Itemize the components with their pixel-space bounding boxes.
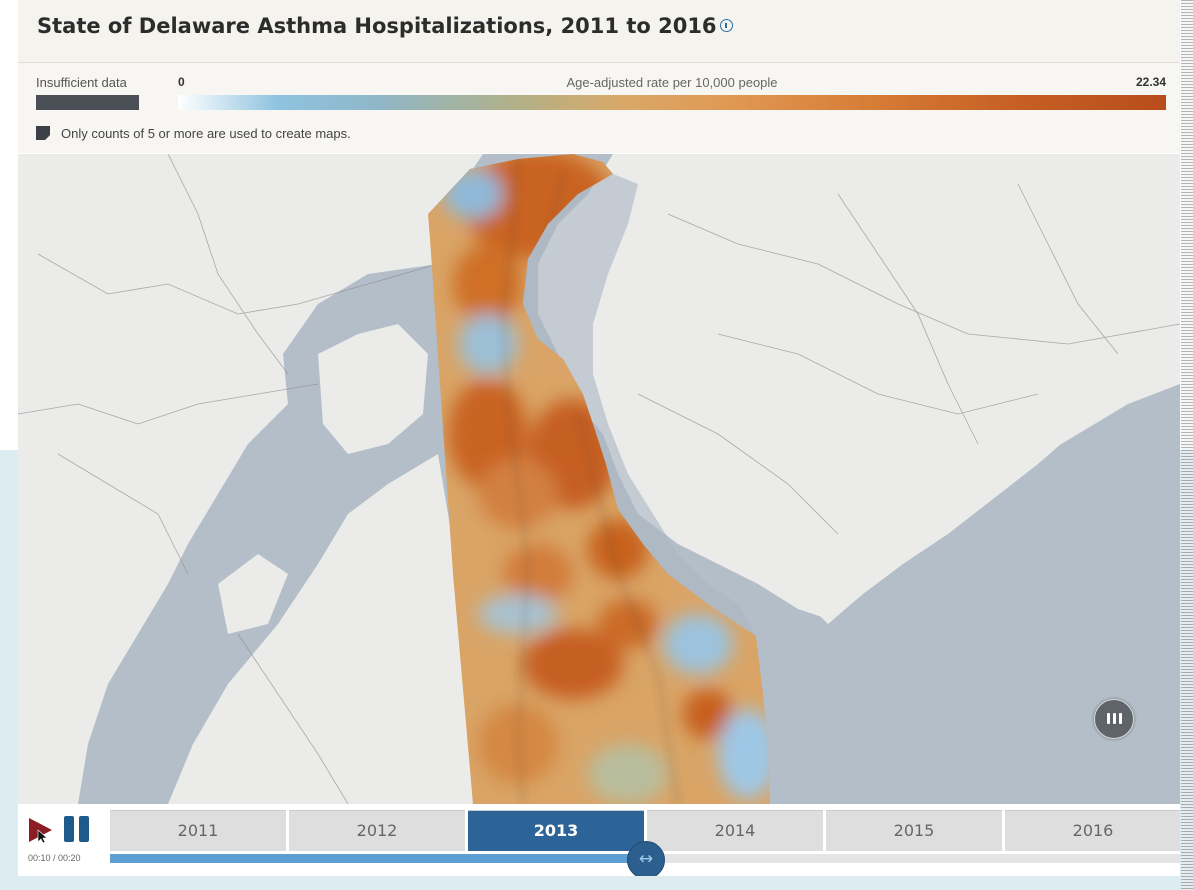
progress-fill [110,854,645,863]
pause-icon [64,816,74,842]
pause-icon [1119,713,1122,724]
timeline-controls: 00:10 / 00:20 2011 2012 2013 2014 2015 2… [18,804,1180,876]
scale-title: Age-adjusted rate per 10,000 people [566,75,778,90]
note-icon [36,126,50,140]
page-title: State of Delaware Asthma Hospitalization… [37,14,733,38]
pause-button[interactable] [64,816,90,842]
header: State of Delaware Asthma Hospitalization… [18,0,1180,63]
scale-min: 0 [178,75,185,89]
pause-icon [1113,713,1116,724]
year-tab-2013[interactable]: 2013 [468,810,644,851]
time-readout: 00:10 / 00:20 [28,853,81,863]
play-icon[interactable] [26,816,54,844]
map-pause-button[interactable] [1094,699,1134,739]
insufficient-data-label: Insufficient data [36,75,127,90]
map-card: State of Delaware Asthma Hospitalization… [18,0,1180,876]
year-tab-2015[interactable]: 2015 [826,810,1002,851]
year-tab-2016[interactable]: 2016 [1005,810,1180,851]
year-tabs: 2011 2012 2013 2014 2015 2016 [110,810,1180,851]
map-canvas [18,154,1180,804]
year-tab-2011[interactable]: 2011 [110,810,286,851]
scale-max: 22.34 [1135,75,1166,89]
progress-handle[interactable] [627,841,665,876]
insufficient-data-swatch [36,95,139,110]
map-view[interactable] [18,154,1180,804]
color-scale-bar [178,95,1166,110]
pause-icon [1107,713,1110,724]
pause-icon [79,816,89,842]
year-tab-2014[interactable]: 2014 [647,810,823,851]
note-text: Only counts of 5 or more are used to cre… [61,126,351,141]
year-tab-2012[interactable]: 2012 [289,810,465,851]
legend: Insufficient data Age-adjusted rate per … [18,63,1180,153]
info-icon[interactable] [719,18,733,32]
screen-edge [1181,0,1193,890]
